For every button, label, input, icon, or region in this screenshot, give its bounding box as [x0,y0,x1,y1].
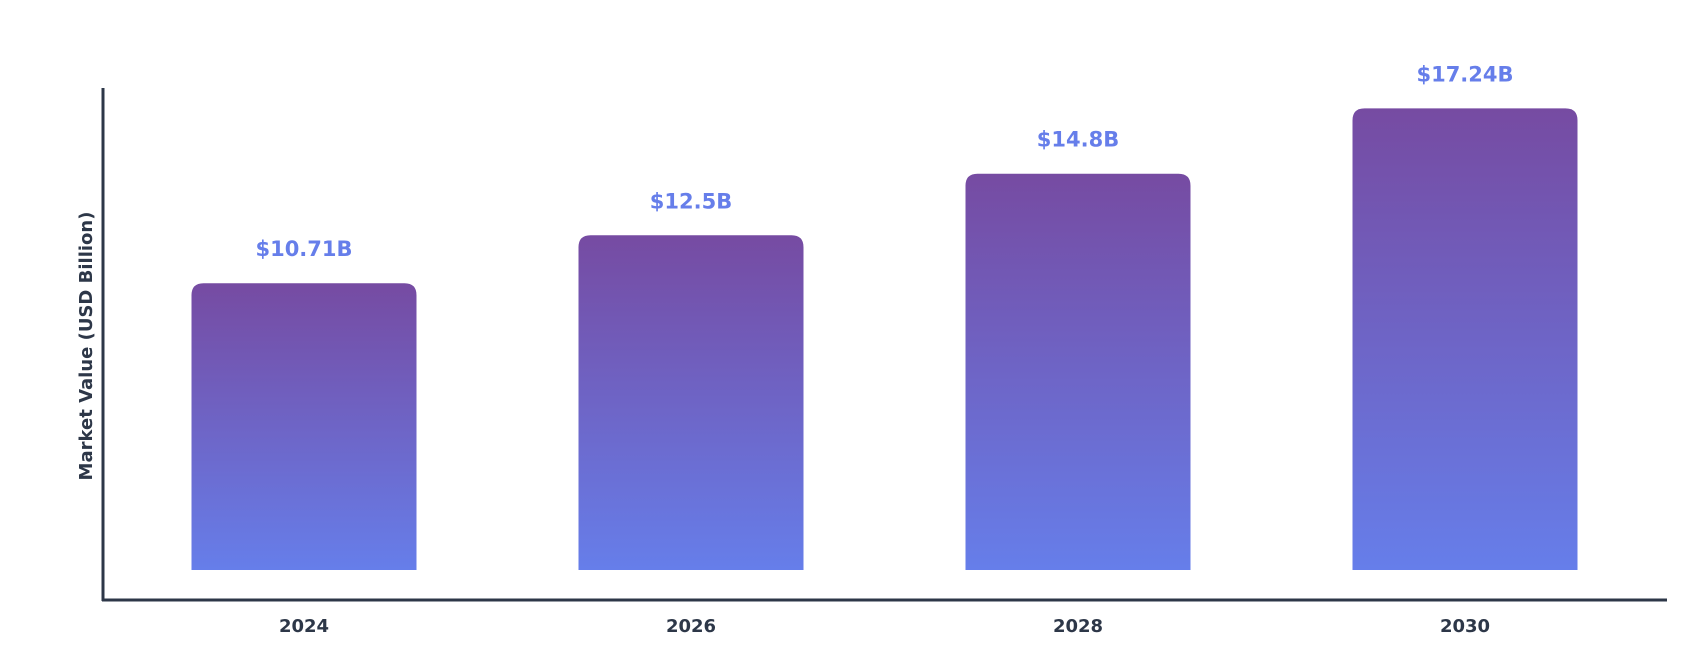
value-label-2028: $14.8B [1037,128,1119,152]
bar-2028 [965,173,1191,570]
y-axis-title: Market Value (USD Billion) [76,212,97,481]
x-tick-label-2026: 2026 [666,616,716,637]
x-tick-label-2030: 2030 [1440,616,1490,637]
bars-group: $10.71B 2024 $12.5B 2026 $14.8B 2028 $17.24B 20… [191,62,1578,637]
x-tick-label-2028: 2028 [1053,616,1103,637]
bar-2030 [1352,108,1578,571]
bar-2024 [191,283,417,570]
value-label-2024: $10.71B [255,237,352,261]
bar-2026 [578,235,804,570]
value-label-2026: $12.5B [650,189,732,213]
value-label-2030: $17.24B [1416,62,1513,86]
x-tick-label-2024: 2024 [279,616,329,637]
